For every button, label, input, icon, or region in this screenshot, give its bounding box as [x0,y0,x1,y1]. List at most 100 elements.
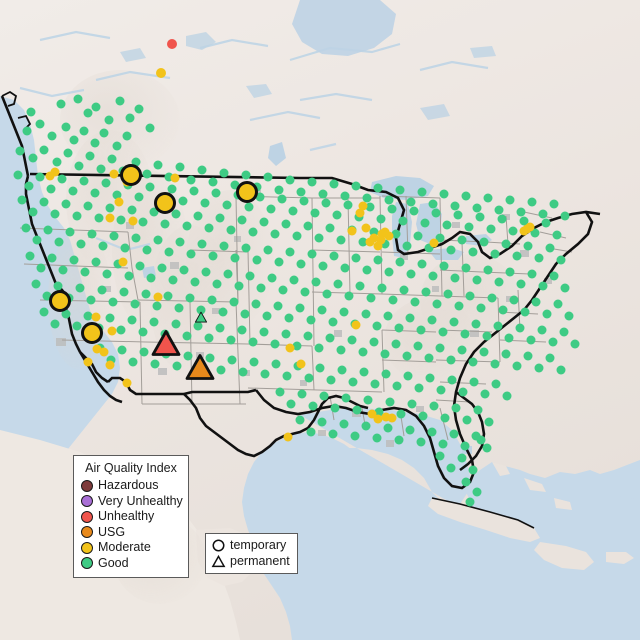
monitoring-site-dot [112,190,122,200]
monitoring-site-dot [128,216,138,226]
lake-winnipeg [268,142,286,166]
monitoring-site-dot [83,357,93,367]
monitoring-site-dot [449,317,459,327]
monitoring-site-dot [99,128,109,138]
monitoring-site-dot [424,353,434,363]
monitoring-site-dot [56,99,66,109]
monitoring-site-dot [424,243,434,253]
monitoring-site-dot [516,207,526,217]
monitoring-site-dot [314,343,324,353]
monitoring-site-dot [50,319,60,329]
monitoring-site-dot [381,369,391,379]
monitoring-site-dot [98,241,108,251]
monitoring-site-dot [471,431,481,441]
monitoring-site-dot [285,247,295,257]
monitoring-site-dot [429,401,439,411]
monitoring-site-dot [58,265,68,275]
monitoring-site-dot [150,359,160,369]
legend-swatch-icon [81,479,93,492]
monitoring-site-dot [274,185,284,195]
monitoring-site-dot [365,202,375,212]
monitoring-site-dot [105,203,115,213]
monitoring-site-dot [472,275,482,285]
monitoring-site-dot [361,223,371,233]
monitoring-site-dot [108,297,118,307]
monitoring-site-dot [207,295,217,305]
monitoring-site-dot [443,289,453,299]
monitoring-site-dot [512,361,522,371]
monitoring-site-dot [351,181,361,191]
monitoring-site-dot [417,259,427,269]
monitoring-site-dot [286,399,296,409]
monitoring-site-dot [146,273,156,283]
monitoring-site-dot [361,309,371,319]
monitoring-site-dot [292,341,302,351]
bahamas-islands [492,462,572,510]
monitoring-site-dot [234,281,244,291]
monitoring-site-dot [560,211,570,221]
monitoring-site-dot [351,253,361,263]
monitoring-site-dot [391,339,401,349]
monitoring-site-dot [358,237,368,247]
monitoring-site-dot [226,225,236,235]
monitoring-site-dot [339,419,349,429]
monitoring-site-dot [105,213,115,223]
monitoring-site-dot [69,255,79,265]
monitoring-site-dot [189,186,199,196]
monitoring-site-dot [35,172,45,182]
monitoring-site-dot [482,331,492,341]
monitoring-site-dot [325,223,335,233]
monitoring-site-dot [237,215,247,225]
monitoring-site-dot [440,413,450,423]
monitoring-site-dot [429,238,439,248]
monitoring-site-dot [178,196,188,206]
monitoring-site-dot [122,378,132,388]
monitoring-site-dot [363,395,373,405]
monitoring-site-dot [475,212,485,222]
monitoring-site-dot [118,257,128,267]
monitoring-site-dot [94,213,104,223]
monitoring-site-dot [43,225,53,235]
monitoring-site-dot [80,267,90,277]
monitoring-site-dot [403,371,413,381]
monitoring-site-dot [47,253,57,263]
monitoring-site-dot [483,193,493,203]
legend-row-permanent: permanent [211,553,292,569]
monitoring-site-dot [164,247,174,257]
monitoring-site-dot [167,39,177,49]
monitoring-site-dot [57,174,67,184]
legend-label: Hazardous [98,478,159,492]
monitoring-site-dot [303,331,313,341]
monitoring-site-dot [405,313,415,323]
puerto-rico-island [606,552,634,564]
monitoring-site-dot [314,233,324,243]
monitoring-site-dot [296,259,306,269]
monitoring-site-dot [428,271,438,281]
monitoring-site-dot [190,277,200,287]
monitoring-site-dot [200,198,210,208]
monitoring-site-dot [182,221,192,231]
monitoring-site-dot [446,355,456,365]
monitoring-site-dot [104,115,114,125]
monitoring-site-dot [218,307,228,317]
monitoring-site-dot [65,227,75,237]
monitoring-site-dot [237,325,247,335]
monitoring-site-dot [502,391,512,401]
monitoring-site-dot [479,237,489,247]
monitoring-site-dot [396,409,406,419]
monitoring-site-dot [164,172,174,182]
monitoring-site-dot [512,251,522,261]
monitoring-site-dot [315,363,325,373]
monitoring-site-dot [406,269,416,279]
legend-label-temporary: temporary [230,538,287,552]
monitoring-site-dot [157,263,167,273]
monitoring-site-dot [394,323,404,333]
monitoring-site-dot [328,317,338,327]
monitoring-site-dot [73,94,83,104]
monitoring-site-dot [245,271,255,281]
monitoring-site-dot [384,231,394,241]
monitoring-site-dot [435,451,445,461]
monitoring-site-dot [344,291,354,301]
monitoring-site-dot [227,355,237,365]
monitoring-site-dot [413,341,423,351]
